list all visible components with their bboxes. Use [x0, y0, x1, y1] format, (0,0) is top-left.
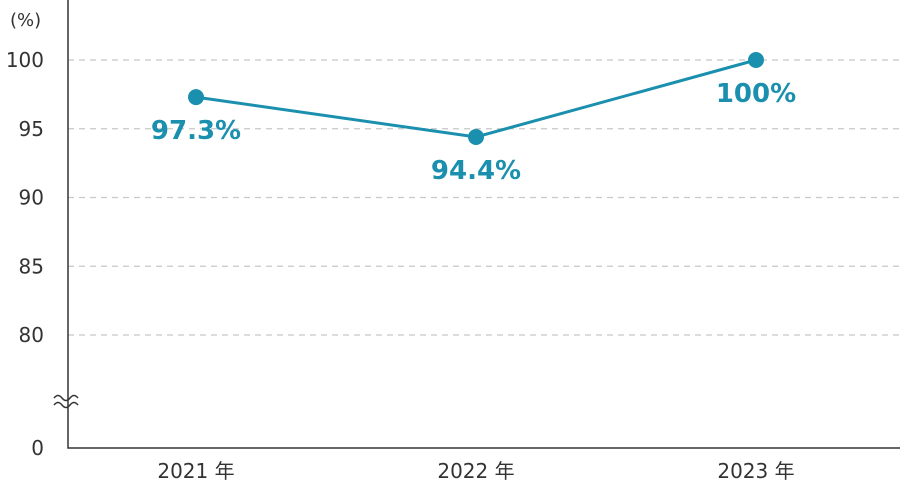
data-point-marker — [188, 89, 204, 106]
y-tick-labels: 100 95 90 85 80 0 — [6, 48, 44, 460]
y-tick-label: 0 — [31, 436, 44, 460]
y-tick-label: 100 — [6, 48, 44, 72]
x-tick-label: 2023 年 — [717, 459, 794, 483]
axes — [67, 0, 900, 449]
y-tick-label: 85 — [19, 254, 44, 278]
y-tick-label: 80 — [19, 323, 44, 347]
y-tick-label: 90 — [19, 186, 44, 210]
y-tick-label: 95 — [19, 117, 44, 141]
data-label: 100% — [716, 79, 796, 109]
data-point-marker — [748, 52, 764, 68]
data-labels: 97.3% 94.4% 100% — [151, 79, 796, 186]
x-tick-label: 2021 年 — [157, 459, 234, 483]
series-line-path — [195, 58, 757, 139]
axis-break-icon — [53, 394, 79, 409]
x-tick-label: 2022 年 — [437, 459, 514, 483]
data-label: 94.4% — [431, 156, 521, 186]
y-axis-unit-label: (%) — [10, 10, 41, 31]
data-point-marker — [468, 129, 484, 145]
series-line — [188, 52, 764, 145]
x-tick-labels: 2021 年 2022 年 2023 年 — [157, 459, 794, 483]
data-label: 97.3% — [151, 116, 241, 146]
